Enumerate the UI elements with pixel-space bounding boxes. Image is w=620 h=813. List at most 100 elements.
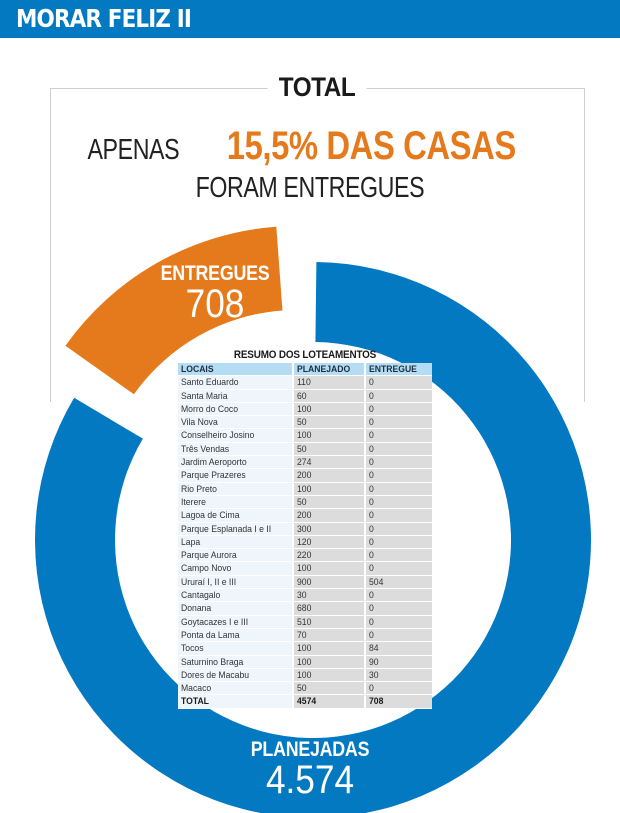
table-row: Tocos 100 84 bbox=[178, 642, 432, 656]
cell-planejado: 60 bbox=[294, 389, 364, 403]
table-row: Cantagalo 30 0 bbox=[178, 589, 432, 603]
table-row: Parque Aurora 220 0 bbox=[178, 549, 432, 563]
cell-planejado: 110 bbox=[294, 376, 364, 390]
cell-planejado: 100 bbox=[294, 482, 364, 496]
cell-local: Parque Esplanada I e II bbox=[178, 522, 292, 536]
cell-planejado: 30 bbox=[294, 589, 364, 603]
column-header-planejado: PLANEJADO bbox=[294, 363, 364, 377]
table-row: Santo Eduardo 110 0 bbox=[178, 376, 432, 390]
table-row: Rio Preto 100 0 bbox=[178, 482, 432, 496]
cell-local: Saturnino Braga bbox=[178, 655, 292, 669]
column-header-entregue: ENTREGUE bbox=[366, 363, 432, 377]
table-header-row: LOCAIS PLANEJADO ENTREGUE bbox=[178, 363, 432, 377]
table-row: Goytacazes I e III 510 0 bbox=[178, 615, 432, 629]
cell-entregue: 0 bbox=[366, 442, 432, 457]
cell-planejado: 50 bbox=[294, 495, 364, 510]
table-row: Lapa 120 0 bbox=[178, 535, 432, 550]
summary-table-grid: LOCAIS PLANEJADO ENTREGUE Santo Eduardo 1… bbox=[176, 363, 434, 709]
cell-local: Cantagalo bbox=[178, 589, 292, 603]
cell-planejado: 100 bbox=[294, 562, 364, 576]
summary-table: RESUMO DOS LOTEAMENTOS LOCAIS PLANEJADO … bbox=[178, 349, 432, 709]
cell-local: Tocos bbox=[178, 642, 292, 656]
column-header-locais: LOCAIS bbox=[178, 363, 292, 377]
cell-local: Conselheiro Josino bbox=[178, 429, 292, 443]
cell-planejado: 100 bbox=[294, 655, 364, 669]
cell-entregue: 0 bbox=[366, 429, 432, 443]
cell-local: TOTAL bbox=[178, 695, 292, 709]
cell-local: Santo Eduardo bbox=[178, 376, 292, 390]
cell-local: Lapa bbox=[178, 535, 292, 550]
cell-planejado: 220 bbox=[294, 549, 364, 563]
cell-planejado: 200 bbox=[294, 509, 364, 523]
table-row: Três Vendas 50 0 bbox=[178, 442, 432, 457]
table-row: Lagoa de Cima 200 0 bbox=[178, 509, 432, 523]
table-body: Santo Eduardo 110 0 Santa Maria 60 0 Morro do … bbox=[178, 376, 432, 709]
cell-entregue: 0 bbox=[366, 456, 432, 470]
headline-line-2: FORAM ENTREGUES bbox=[0, 172, 620, 205]
cell-local: Macaco bbox=[178, 682, 292, 696]
cell-entregue: 90 bbox=[366, 655, 432, 669]
table-total-row: TOTAL 4574 708 bbox=[178, 695, 432, 709]
cell-entregue: 30 bbox=[366, 668, 432, 683]
cell-local: Lagoa de Cima bbox=[178, 509, 292, 523]
table-title: RESUMO DOS LOTEAMENTOS bbox=[233, 349, 377, 361]
table-row: Morro do Coco 100 0 bbox=[178, 402, 432, 417]
cell-planejado: 50 bbox=[294, 416, 364, 430]
cell-local: Iterere bbox=[178, 495, 292, 510]
cell-planejado: 100 bbox=[294, 668, 364, 683]
cell-local: Morro do Coco bbox=[178, 402, 292, 417]
cell-planejado: 100 bbox=[294, 429, 364, 443]
cell-planejado: 100 bbox=[294, 642, 364, 656]
cell-entregue: 84 bbox=[366, 642, 432, 656]
cell-local: Goytacazes I e III bbox=[178, 615, 292, 629]
cell-local: Parque Prazeres bbox=[178, 469, 292, 483]
table-row: Campo Novo 100 0 bbox=[178, 562, 432, 576]
page-title: MORAR FELIZ II bbox=[16, 4, 192, 33]
cell-entregue: 0 bbox=[366, 549, 432, 563]
frame-label: TOTAL bbox=[267, 72, 367, 103]
cell-entregue: 0 bbox=[366, 495, 432, 510]
headline-prefix: APENAS bbox=[87, 134, 180, 166]
table-row: Donana 680 0 bbox=[178, 602, 432, 616]
cell-local: Vila Nova bbox=[178, 416, 292, 430]
cell-entregue: 0 bbox=[366, 589, 432, 603]
headline-line-1: APENAS 15,5% DAS CASAS bbox=[0, 124, 620, 169]
cell-planejado: 50 bbox=[294, 442, 364, 457]
cell-planejado: 900 bbox=[294, 575, 364, 590]
table-row: Ururaí I, II e III 900 504 bbox=[178, 575, 432, 590]
cell-entregue: 0 bbox=[366, 509, 432, 523]
cell-entregue: 0 bbox=[366, 522, 432, 536]
cell-planejado: 200 bbox=[294, 469, 364, 483]
cell-planejado: 680 bbox=[294, 602, 364, 616]
header-bar: MORAR FELIZ II bbox=[0, 0, 620, 38]
cell-planejado: 50 bbox=[294, 682, 364, 696]
table-row: Conselheiro Josino 100 0 bbox=[178, 429, 432, 443]
cell-local: Três Vendas bbox=[178, 442, 292, 457]
donut-segment-entregues bbox=[65, 226, 283, 395]
segment-label-entregues-caption: ENTREGUES bbox=[160, 262, 270, 285]
segment-label-entregues-value: 708 bbox=[185, 282, 245, 326]
cell-planejado: 274 bbox=[294, 456, 364, 470]
cell-planejado: 120 bbox=[294, 535, 364, 550]
cell-local: Santa Maria bbox=[178, 389, 292, 403]
cell-local: Rio Preto bbox=[178, 482, 292, 496]
table-row: Parque Esplanada I e II 300 0 bbox=[178, 522, 432, 536]
table-row: Ponta da Lama 70 0 bbox=[178, 628, 432, 643]
segment-label-planejadas: PLANEJADAS 4.574 bbox=[210, 738, 410, 802]
cell-entregue: 0 bbox=[366, 682, 432, 696]
cell-planejado: 70 bbox=[294, 628, 364, 643]
cell-entregue: 0 bbox=[366, 628, 432, 643]
cell-entregue: 0 bbox=[366, 389, 432, 403]
cell-entregue: 0 bbox=[366, 482, 432, 496]
table-row: Saturnino Braga 100 90 bbox=[178, 655, 432, 669]
table-row: Iterere 50 0 bbox=[178, 495, 432, 510]
headline-subtitle: FORAM ENTREGUES bbox=[195, 172, 425, 204]
cell-entregue: 0 bbox=[366, 562, 432, 576]
cell-entregue: 708 bbox=[366, 695, 432, 709]
cell-entregue: 504 bbox=[366, 575, 432, 590]
segment-label-planejadas-value: 4.574 bbox=[265, 758, 355, 802]
cell-planejado: 100 bbox=[294, 402, 364, 417]
cell-local: Donana bbox=[178, 602, 292, 616]
cell-planejado: 510 bbox=[294, 615, 364, 629]
cell-entregue: 0 bbox=[366, 469, 432, 483]
